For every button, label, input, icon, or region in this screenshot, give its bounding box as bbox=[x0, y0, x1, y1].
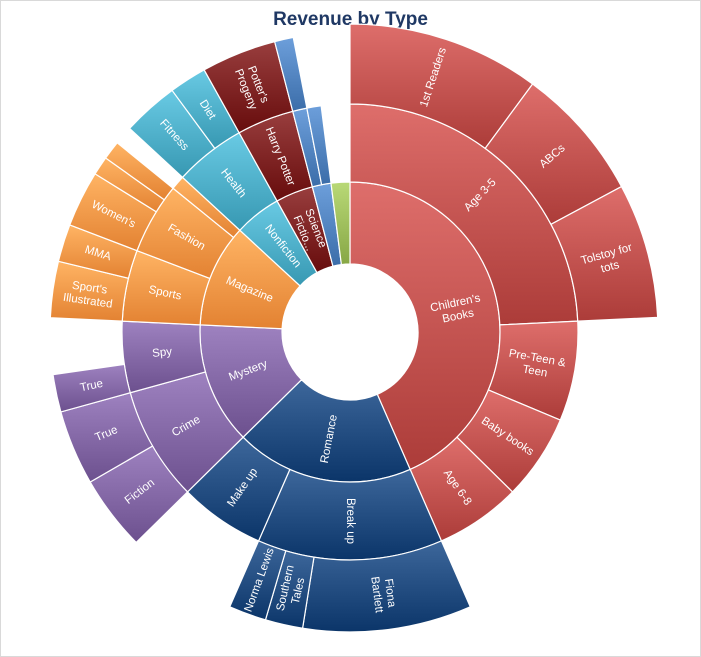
chart-title: Revenue by Type bbox=[273, 9, 428, 30]
segment-break-up-9[interactable] bbox=[257, 468, 443, 561]
segment-true-19[interactable] bbox=[52, 363, 131, 413]
segment-unlabeled-segment-40[interactable] bbox=[330, 181, 351, 266]
segment-tolstoy-for-tots-4[interactable] bbox=[550, 185, 659, 322]
